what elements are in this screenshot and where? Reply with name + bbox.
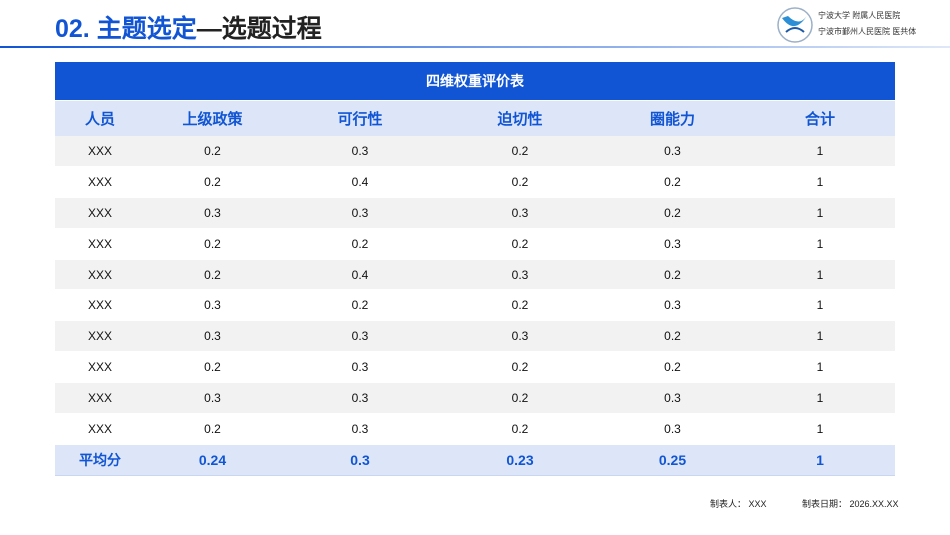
column-header: 可行性 — [280, 100, 440, 136]
weight-table: 四维权重评价表 人员 上级政策 可行性 迫切性 圈能力 合计 XXX 0.2 0.3 0.2 0.… — [55, 62, 896, 476]
table-cell: 1 — [745, 228, 896, 260]
table-row: XXX 0.2 0.4 0.3 0.2 1 — [55, 259, 896, 291]
table-cell: 1 — [745, 197, 896, 229]
table-cell: XXX — [55, 259, 145, 291]
table-cell: 0.2 — [440, 136, 600, 167]
header-rule — [0, 46, 950, 48]
table-cell: 0.2 — [145, 136, 280, 167]
table-cell: 0.2 — [440, 289, 600, 322]
table-cell: 0.3 — [145, 289, 280, 322]
table-cell: 0.2 — [145, 228, 280, 260]
table-cell: XXX — [55, 382, 145, 415]
table-cell: 1 — [745, 382, 896, 415]
average-cell: 0.24 — [145, 444, 280, 476]
logo: 宁波大学 附属人民医院 宁波市鄞州人民医院 医共体 — [776, 6, 946, 44]
table-cell: 0.2 — [440, 382, 600, 415]
table-cell: 0.3 — [280, 320, 440, 353]
table-row: XXX 0.3 0.3 0.2 0.3 1 — [55, 382, 896, 415]
table-cell: 0.2 — [145, 259, 280, 291]
table-cell: 0.4 — [280, 166, 440, 198]
average-cell: 平均分 — [55, 444, 145, 476]
table-cell: 0.2 — [440, 228, 600, 260]
column-header: 上级政策 — [145, 100, 280, 136]
table-cell: 0.3 — [280, 197, 440, 229]
table-row: XXX 0.2 0.3 0.2 0.3 1 — [55, 413, 896, 445]
table-cell: XXX — [55, 351, 145, 384]
table-cell: 0.3 — [145, 320, 280, 353]
average-cell: 0.3 — [280, 444, 440, 476]
logo-line: 宁波大学 附属人民医院 — [818, 11, 901, 20]
table-cell: XXX — [55, 320, 145, 353]
table-cell: 0.2 — [280, 228, 440, 260]
table-cell: 0.3 — [280, 351, 440, 384]
table-cell: XXX — [55, 289, 145, 322]
table-cell: 0.3 — [440, 320, 600, 353]
title-suffix: —选题过程 — [196, 15, 322, 43]
average-cell: 1 — [745, 444, 896, 476]
footer-date: 制表日期： 2026.XX.XX — [802, 499, 899, 509]
table-cell: 0.2 — [440, 351, 600, 384]
table-cell: 0.2 — [145, 166, 280, 198]
table-row: XXX 0.3 0.3 0.3 0.2 1 — [55, 320, 896, 353]
table-cell: 0.3 — [280, 382, 440, 415]
table-cell: XXX — [55, 413, 145, 445]
table-cell: 0.3 — [600, 228, 745, 260]
table-cell: 1 — [745, 166, 896, 198]
table-row: XXX 0.2 0.4 0.2 0.2 1 — [55, 166, 896, 198]
table-cell: 0.3 — [145, 382, 280, 415]
table-cell: 0.2 — [600, 166, 745, 198]
table-cell: 0.2 — [440, 166, 600, 198]
table-cell: XXX — [55, 166, 145, 198]
footer-maker: 制表人： XXX — [710, 499, 767, 509]
logo-line: 宁波市鄞州人民医院 医共体 — [818, 27, 917, 36]
header-row: 人员 上级政策 可行性 迫切性 圈能力 合计 — [55, 100, 896, 136]
table-cell: 0.2 — [600, 197, 745, 229]
logo-icon — [777, 7, 813, 43]
table-title: 四维权重评价表 — [55, 62, 896, 101]
table-cell: 0.2 — [280, 289, 440, 322]
column-header: 圈能力 — [600, 100, 745, 136]
table-cell: 0.3 — [600, 382, 745, 415]
table-cell: 0.2 — [145, 413, 280, 445]
column-header: 迫切性 — [440, 100, 600, 136]
table-cell: 0.2 — [600, 351, 745, 384]
average-cell: 0.25 — [600, 444, 745, 476]
table-cell: 0.2 — [145, 351, 280, 384]
table-cell: 1 — [745, 259, 896, 291]
table-cell: 1 — [745, 413, 896, 445]
table-cell: 0.3 — [280, 136, 440, 167]
table-cell: 0.2 — [440, 413, 600, 445]
table-row: XXX 0.2 0.3 0.2 0.3 1 — [55, 136, 896, 167]
column-header: 合计 — [745, 100, 896, 136]
table-cell: 0.2 — [600, 259, 745, 291]
table-row: XXX 0.3 0.3 0.3 0.2 1 — [55, 197, 896, 229]
average-row: 平均分 0.24 0.3 0.23 0.25 1 — [55, 444, 896, 476]
table-cell: 1 — [745, 351, 896, 384]
average-cell: 0.23 — [440, 444, 600, 476]
table-cell: 0.3 — [440, 259, 600, 291]
column-header: 人员 — [55, 100, 145, 136]
table-cell: 0.3 — [280, 413, 440, 445]
table-cell: 0.2 — [600, 320, 745, 353]
table-body: XXX 0.2 0.3 0.2 0.3 1 XXX 0.2 0.4 0.2 0.2 1 XXX 0.3 0.… — [55, 136, 896, 476]
table-cell: 0.3 — [145, 197, 280, 229]
title-prefix: 02. 主题选定 — [55, 15, 197, 43]
table-cell: XXX — [55, 136, 145, 167]
table-cell: 0.3 — [600, 136, 745, 167]
table-cell: XXX — [55, 197, 145, 229]
table-cell: 0.3 — [600, 289, 745, 322]
table-row: XXX 0.2 0.3 0.2 0.2 1 — [55, 351, 896, 384]
table-row: XXX 0.2 0.2 0.2 0.3 1 — [55, 228, 896, 260]
table-cell: 0.3 — [600, 413, 745, 445]
table-cell: 1 — [745, 289, 896, 322]
slide-title: 02. 主题选定—选题过程 — [55, 9, 322, 45]
table-cell: 0.3 — [440, 197, 600, 229]
table-cell: 1 — [745, 136, 896, 167]
table-cell: XXX — [55, 228, 145, 260]
table-cell: 0.4 — [280, 259, 440, 291]
table-cell: 1 — [745, 320, 896, 353]
table-row: XXX 0.3 0.2 0.2 0.3 1 — [55, 289, 896, 322]
